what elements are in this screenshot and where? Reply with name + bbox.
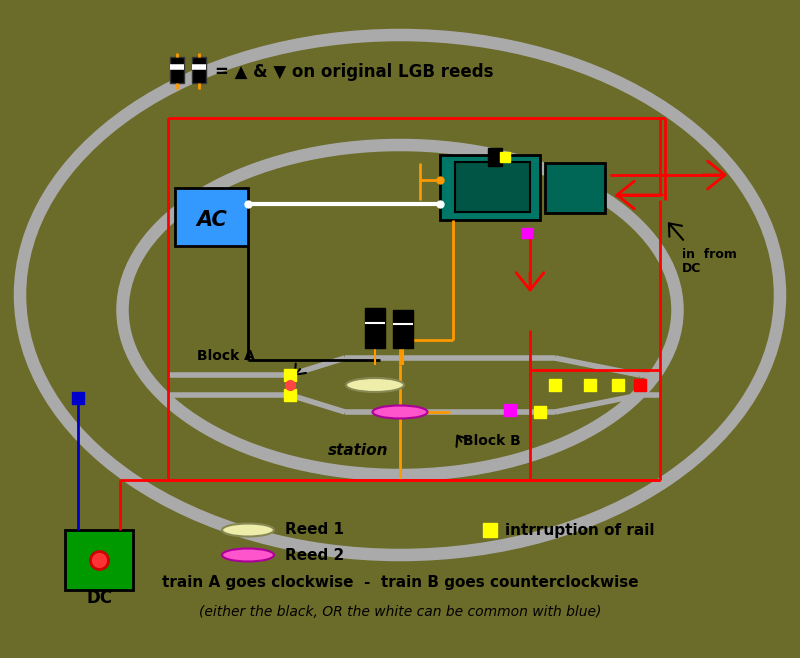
Text: intrruption of rail: intrruption of rail [505,522,654,538]
FancyBboxPatch shape [65,530,133,590]
Ellipse shape [346,378,404,392]
FancyBboxPatch shape [393,310,413,348]
Text: Block B: Block B [463,434,521,448]
FancyBboxPatch shape [545,163,605,213]
Ellipse shape [222,549,274,561]
Text: DC: DC [682,262,702,275]
Text: station: station [328,443,389,458]
Text: train A goes clockwise  -  train B goes counterclockwise: train A goes clockwise - train B goes co… [162,574,638,590]
FancyBboxPatch shape [170,57,184,83]
Text: DC: DC [86,589,112,607]
Text: = ▲ & ▼ on original LGB reeds: = ▲ & ▼ on original LGB reeds [215,63,494,81]
Ellipse shape [222,524,274,536]
Text: AC: AC [197,210,227,230]
FancyBboxPatch shape [192,57,206,83]
FancyBboxPatch shape [175,188,248,246]
Text: in  from: in from [682,248,737,261]
FancyBboxPatch shape [440,155,540,220]
Text: Reed 2: Reed 2 [285,547,344,563]
Ellipse shape [373,405,427,418]
Text: Reed 1: Reed 1 [285,522,344,538]
FancyBboxPatch shape [455,162,530,212]
FancyBboxPatch shape [488,148,502,166]
FancyBboxPatch shape [365,308,385,348]
Text: (either the black, OR the white can be common with blue): (either the black, OR the white can be c… [199,605,601,619]
Text: Block A: Block A [197,349,255,363]
